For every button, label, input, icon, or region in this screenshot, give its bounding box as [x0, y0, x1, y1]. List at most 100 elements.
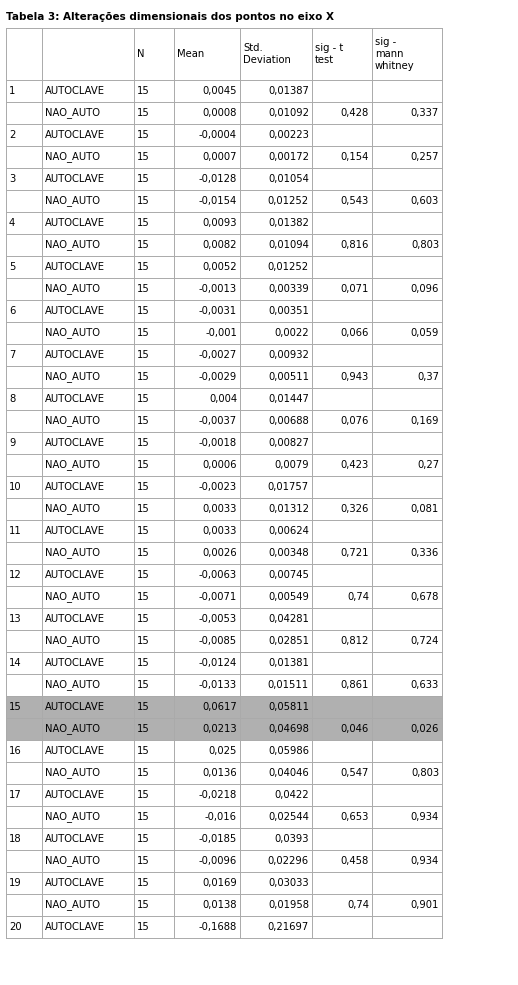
- Text: 15: 15: [137, 900, 150, 910]
- Text: 0,03033: 0,03033: [268, 878, 309, 888]
- Bar: [6, 762, 442, 784]
- Text: 0,096: 0,096: [411, 284, 439, 294]
- Text: -0,0085: -0,0085: [199, 636, 237, 646]
- Text: N: N: [137, 49, 145, 59]
- Text: 0,00827: 0,00827: [268, 438, 309, 448]
- Text: NAO_AUTO: NAO_AUTO: [45, 328, 100, 339]
- Text: 0,721: 0,721: [340, 548, 369, 558]
- Bar: [6, 630, 442, 652]
- Bar: [6, 300, 442, 322]
- Text: -0,1688: -0,1688: [199, 922, 237, 932]
- Text: -0,0013: -0,0013: [199, 284, 237, 294]
- Text: 15: 15: [137, 152, 150, 162]
- Text: NAO_AUTO: NAO_AUTO: [45, 371, 100, 382]
- Text: 16: 16: [9, 746, 22, 756]
- Text: AUTOCLAVE: AUTOCLAVE: [45, 658, 105, 668]
- Text: 0,169: 0,169: [410, 416, 439, 426]
- Text: 0,0617: 0,0617: [202, 702, 237, 712]
- Text: 0,01094: 0,01094: [268, 240, 309, 250]
- Text: 0,01757: 0,01757: [268, 482, 309, 492]
- Bar: [6, 80, 442, 102]
- Text: 0,257: 0,257: [410, 152, 439, 162]
- Text: 0,803: 0,803: [411, 768, 439, 778]
- Text: 12: 12: [9, 570, 22, 580]
- Text: -0,0031: -0,0031: [199, 306, 237, 316]
- Text: 0,21697: 0,21697: [268, 922, 309, 932]
- Text: 15: 15: [137, 218, 150, 228]
- Text: 0,861: 0,861: [341, 680, 369, 690]
- Text: NAO_AUTO: NAO_AUTO: [45, 196, 100, 207]
- Text: 1: 1: [9, 86, 16, 96]
- Bar: [6, 586, 442, 608]
- Text: 0,04698: 0,04698: [268, 724, 309, 734]
- Text: 17: 17: [9, 790, 22, 800]
- Text: 15: 15: [137, 262, 150, 272]
- Text: NAO_AUTO: NAO_AUTO: [45, 239, 100, 250]
- Text: 0,00745: 0,00745: [268, 570, 309, 580]
- Text: 0,901: 0,901: [411, 900, 439, 910]
- Text: NAO_AUTO: NAO_AUTO: [45, 152, 100, 163]
- Text: 2: 2: [9, 130, 16, 140]
- Text: AUTOCLAVE: AUTOCLAVE: [45, 922, 105, 932]
- Text: 15: 15: [137, 350, 150, 360]
- Bar: [6, 388, 442, 410]
- Text: 0,025: 0,025: [209, 746, 237, 756]
- Text: 0,0138: 0,0138: [203, 900, 237, 910]
- Bar: [6, 190, 442, 212]
- Text: -0,0071: -0,0071: [199, 592, 237, 602]
- Text: AUTOCLAVE: AUTOCLAVE: [45, 306, 105, 316]
- Text: 15: 15: [137, 570, 150, 580]
- Text: 0,0033: 0,0033: [203, 526, 237, 536]
- Text: 0,01054: 0,01054: [268, 174, 309, 184]
- Text: 0,0008: 0,0008: [203, 108, 237, 118]
- Text: 0,04046: 0,04046: [268, 768, 309, 778]
- Text: 15: 15: [137, 372, 150, 382]
- Text: 0,0082: 0,0082: [203, 240, 237, 250]
- Text: 0,0213: 0,0213: [203, 724, 237, 734]
- Text: 15: 15: [137, 592, 150, 602]
- Text: AUTOCLAVE: AUTOCLAVE: [45, 834, 105, 844]
- Text: 0,0033: 0,0033: [203, 504, 237, 514]
- Text: 0,74: 0,74: [347, 592, 369, 602]
- Text: 0,01252: 0,01252: [268, 196, 309, 206]
- Text: 15: 15: [137, 416, 150, 426]
- Text: 0,0079: 0,0079: [275, 460, 309, 470]
- Text: 0,01252: 0,01252: [268, 262, 309, 272]
- Text: AUTOCLAVE: AUTOCLAVE: [45, 394, 105, 404]
- Text: NAO_AUTO: NAO_AUTO: [45, 724, 100, 735]
- Text: NAO_AUTO: NAO_AUTO: [45, 592, 100, 603]
- Bar: [6, 916, 442, 938]
- Text: 0,00624: 0,00624: [268, 526, 309, 536]
- Text: 0,00511: 0,00511: [268, 372, 309, 382]
- Text: 13: 13: [9, 614, 22, 624]
- Text: AUTOCLAVE: AUTOCLAVE: [45, 790, 105, 800]
- Text: 0,01387: 0,01387: [268, 86, 309, 96]
- Text: 4: 4: [9, 218, 15, 228]
- Text: AUTOCLAVE: AUTOCLAVE: [45, 526, 105, 536]
- Bar: [6, 278, 442, 300]
- Text: -0,0018: -0,0018: [199, 438, 237, 448]
- Text: 0,428: 0,428: [341, 108, 369, 118]
- Text: 0,423: 0,423: [341, 460, 369, 470]
- Text: 0,026: 0,026: [411, 724, 439, 734]
- Bar: [6, 894, 442, 916]
- Text: 15: 15: [137, 812, 150, 822]
- Text: AUTOCLAVE: AUTOCLAVE: [45, 614, 105, 624]
- Bar: [6, 322, 442, 344]
- Text: sig -
mann
whitney: sig - mann whitney: [375, 37, 414, 71]
- Text: 18: 18: [9, 834, 22, 844]
- Text: Mean: Mean: [177, 49, 204, 59]
- Text: 15: 15: [137, 878, 150, 888]
- Text: 0,812: 0,812: [341, 636, 369, 646]
- Text: AUTOCLAVE: AUTOCLAVE: [45, 130, 105, 140]
- Bar: [6, 542, 442, 564]
- Text: 0,004: 0,004: [209, 394, 237, 404]
- Text: -0,0185: -0,0185: [199, 834, 237, 844]
- Text: 15: 15: [137, 108, 150, 118]
- Text: 15: 15: [137, 526, 150, 536]
- Text: 0,0022: 0,0022: [275, 328, 309, 338]
- Text: NAO_AUTO: NAO_AUTO: [45, 635, 100, 646]
- Bar: [6, 850, 442, 872]
- Text: 15: 15: [137, 922, 150, 932]
- Text: 15: 15: [137, 438, 150, 448]
